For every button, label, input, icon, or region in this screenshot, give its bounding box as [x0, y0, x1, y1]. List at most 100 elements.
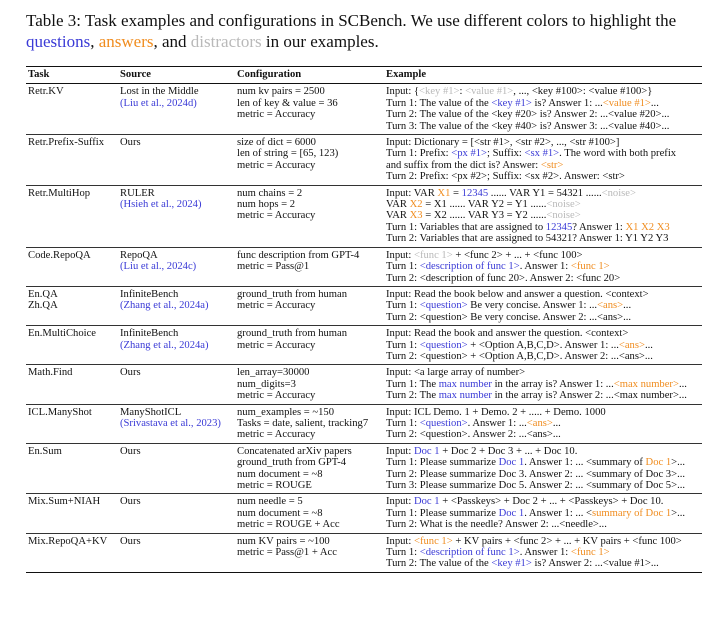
example-line: Input: Dictionary = [<str #1>, <str #2>,…	[386, 137, 700, 148]
config-line: num document = ~8	[237, 507, 323, 519]
example-cell: Input: <a large array of number> Turn 1: …	[384, 364, 702, 405]
example-text: Input:	[386, 249, 414, 261]
config-line: num_digits=3	[237, 378, 296, 390]
table-row: Retr.KV Lost in the Middle (Liu et al., 20…	[26, 83, 702, 136]
example-text: Turn 2: Variables that are assigned to 5…	[386, 233, 669, 245]
example-text: Input:	[386, 535, 414, 547]
answer-highlight: Doc 1	[645, 457, 672, 469]
example-line: Turn 1: The max number in the array is? …	[386, 379, 700, 390]
table-row: Retr.MultiHop RULER (Hsieh et al., 2024) nu…	[26, 185, 702, 248]
source-cell: InfiniteBench (Zhang et al., 2024a)	[118, 286, 235, 327]
example-text: . Answer 1:	[519, 547, 571, 559]
config-line: num KV pairs = ~100	[237, 535, 330, 547]
example-cell: Input: Dictionary = [<str #1>, <str #2>,…	[384, 134, 702, 186]
source-text: InfiniteBench	[120, 288, 179, 300]
example-text: Turn 1: Please summarize	[386, 507, 499, 519]
question-highlight: <description of func 1>	[419, 547, 520, 559]
task-name: Retr.KV	[28, 86, 64, 98]
config-cell: func description from GPT-4 metric = Pass…	[235, 247, 384, 287]
config-line: num hops = 2	[237, 199, 296, 211]
source-text: Ours	[120, 137, 141, 149]
source-text: RULER	[120, 187, 155, 199]
example-text: Input: {	[386, 86, 420, 98]
distractor-highlight: <func 1>	[413, 249, 453, 261]
task-name: Zh.QA	[28, 300, 58, 312]
example-text: ...	[623, 300, 632, 312]
example-line: Input: <func 1> + <func 2> + ... + <func…	[386, 250, 700, 261]
example-text: VAR	[386, 210, 410, 222]
example-line: Turn 2: <question> Be very concise. Answ…	[386, 312, 700, 323]
source-text: (Zhang et al., 2024a)	[120, 339, 209, 351]
question-highlight: 12345	[545, 221, 573, 233]
question-highlight: <description of func 1>	[419, 261, 520, 273]
source-cell: Ours	[118, 134, 235, 186]
config-cell: num_examples = ~150 Tasks = date, salient…	[235, 404, 384, 444]
example-text: Turn 3: The value of the <key #40> is? A…	[386, 120, 670, 132]
task-cell: En.QA Zh.QA	[26, 286, 118, 327]
answer-highlight: <max number>	[613, 378, 679, 390]
example-text: Turn 2: <question> Be very concise. Answ…	[386, 311, 632, 323]
caption-sep1: ,	[90, 32, 99, 51]
example-text: Turn 1:	[386, 300, 420, 312]
config-cell: size of dict = 6000 len of string = [65, …	[235, 134, 384, 186]
task-cell: Mix.Sum+NIAH	[26, 493, 118, 534]
example-text: in the array is? Answer 1: ...	[491, 378, 614, 390]
example-text: Turn 2: The value of the	[386, 558, 492, 570]
distractor-highlight: <value #1>	[465, 86, 514, 98]
question-highlight: <question>	[419, 417, 468, 429]
answer-highlight: X1 X2 X3	[625, 221, 670, 233]
header-task: Task	[26, 65, 118, 85]
question-highlight: Doc 1	[498, 457, 525, 469]
source-cell: InfiniteBench (Zhang et al., 2024a)	[118, 325, 235, 366]
example-text: Turn 2: The	[386, 390, 439, 402]
example-text: = X2 ...... VAR Y3 = Y2 ......	[422, 210, 547, 222]
config-line: metric = Accuracy	[237, 159, 316, 171]
caption-distractors: distractors	[190, 32, 262, 51]
example-text: Turn 1: Variables that are assigned to	[386, 221, 546, 233]
config-line: func description from GPT-4	[237, 249, 360, 261]
header-configuration: Configuration	[235, 65, 384, 85]
answer-highlight: <func 1>	[413, 535, 453, 547]
config-cell: ground_truth from human metric = Accuracy	[235, 286, 384, 327]
example-text: Be very concise. Answer 1: ...	[467, 300, 598, 312]
source-text: Ours	[120, 496, 141, 508]
config-line: metric = Accuracy	[237, 339, 316, 351]
question-highlight: Doc 1	[413, 496, 440, 508]
example-line: Turn 2: What is the needle? Answer 2: ..…	[386, 519, 700, 530]
example-text: + <Passkeys> + Doc 2 + ... + <Passkeys> …	[439, 496, 664, 508]
example-text: Input: Read the book and answer the ques…	[386, 328, 629, 340]
example-cell: Input: VAR X1 = 12345 ...... VAR Y1 = 54…	[384, 185, 702, 248]
config-cell: len_array=30000 num_digits=3 metric = Accu…	[235, 364, 384, 405]
question-highlight: <question>	[419, 339, 468, 351]
config-line: Tasks = date, salient, tracking7	[237, 417, 369, 429]
example-text: Input: Dictionary = [<str #1>, <str #2>,…	[386, 137, 620, 149]
config-line: len of string = [65, 123)	[237, 148, 339, 160]
question-highlight: <question>	[419, 300, 468, 312]
example-text: ; Suffix:	[487, 148, 525, 160]
config-cell: num chains = 2 num hops = 2 metric = Accur…	[235, 185, 384, 248]
example-text: Turn 2: <question>. Answer 2: ...<ans>..…	[386, 429, 561, 441]
source-text: (Liu et al., 2024d)	[120, 97, 197, 109]
example-line: Turn 2: The value of the <key #1> is? An…	[386, 558, 700, 569]
config-line: metric = Pass@1 + Acc	[237, 547, 337, 559]
example-text: ...	[650, 97, 659, 109]
example-cell: Input: Doc 1 + <Passkeys> + Doc 2 + ... …	[384, 493, 702, 534]
task-cell: Mix.RepoQA+KV	[26, 533, 118, 573]
example-text: , ..., <key #100>: <value #100>}	[513, 86, 653, 98]
config-line: metric = ROUGE	[237, 480, 312, 491]
question-highlight: Doc 1	[413, 445, 440, 457]
example-text: ...... VAR Y1 = 54321 ......	[488, 187, 602, 199]
example-text: Turn 2: What is the needle? Answer 2: ..…	[386, 519, 607, 531]
example-text: Turn 1:	[386, 339, 420, 351]
question-highlight: <key #1>	[491, 97, 532, 109]
question-highlight: Doc 1	[498, 507, 525, 519]
example-cell: Input: Doc 1 + Doc 2 + Doc 3 + ... + Doc…	[384, 443, 702, 495]
example-text: + <func 2> + ... + <func 100>	[452, 249, 583, 261]
distractor-highlight: <noise>	[546, 199, 581, 211]
example-text: Turn 1: The value of the	[386, 97, 492, 109]
example-line: Turn 1: Please summarize Doc 1. Answer 1…	[386, 457, 700, 468]
example-text: :	[459, 86, 466, 98]
example-text: Turn 1:	[386, 261, 420, 273]
answer-highlight: <ans>	[618, 339, 645, 351]
example-line: Turn 3: Please summarize Doc 5. Answer 2…	[386, 480, 700, 491]
